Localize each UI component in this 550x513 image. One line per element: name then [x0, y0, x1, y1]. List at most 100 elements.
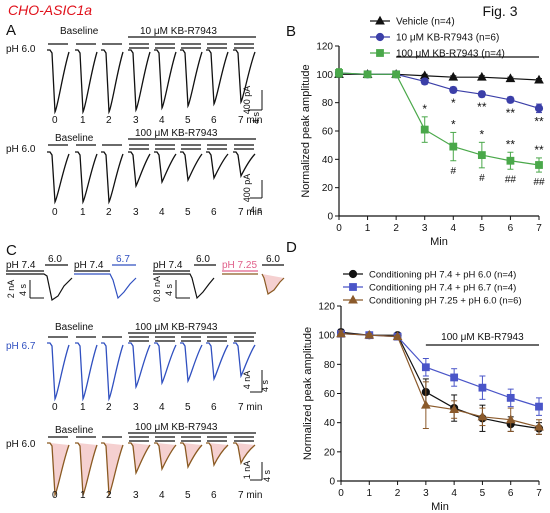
data-point [534, 421, 544, 431]
time-label: 6 [211, 207, 217, 218]
figure-label: Fig. 3 [482, 3, 517, 19]
panel-a-row1-baseline: Baseline [60, 26, 99, 37]
y-tick-label: 20 [322, 183, 334, 194]
data-point [477, 151, 486, 159]
significance-label: * [422, 102, 427, 116]
data-point [449, 404, 459, 414]
data-point [449, 142, 458, 151]
significance-label: * [451, 117, 456, 131]
panel-c-row2-traces [47, 442, 256, 498]
panel-c-row2-scalebar: 1 nA 4 s [242, 461, 272, 482]
current-trace [128, 342, 151, 390]
data-point [421, 363, 430, 372]
panel-c-proto-60-c: 6.0 [266, 254, 280, 265]
current-trace [180, 442, 203, 470]
legend-label: Conditioning pH 7.25 + pH 6.0 (n=6) [369, 296, 522, 307]
panel-c-row1-drug: 100 μM KB-R7943 [135, 322, 218, 333]
time-label: 6 [211, 490, 217, 501]
legend-label: 10 μM KB-R7943 (n=6) [396, 33, 499, 44]
x-tick-label: 0 [338, 488, 344, 499]
current-trace [101, 49, 124, 115]
y-tick-label: 20 [324, 447, 336, 458]
data-point [421, 399, 431, 409]
current-trace [75, 151, 98, 205]
panel-a-row1-scalebar: 400 pA 4 s [242, 86, 263, 125]
trace-shade [47, 443, 69, 495]
x-axis-label: Min [431, 501, 449, 513]
y-tick-label: 40 [324, 418, 336, 429]
data-point [506, 156, 515, 165]
current-trace [75, 342, 98, 402]
current-trace [47, 442, 70, 498]
data-point [348, 269, 358, 279]
trace-shade [154, 443, 176, 469]
time-label: 2 [106, 490, 112, 501]
time-label: 7 min [238, 490, 262, 501]
data-point [534, 104, 544, 113]
y-tick-label: 80 [322, 98, 334, 109]
panel-c-row1-scale-y: 4 nA [242, 371, 252, 390]
current-trace [233, 151, 256, 179]
panel-a-row1-scale-x: 4 s [251, 112, 261, 125]
series-line [340, 331, 540, 430]
significance-label: ** [534, 114, 544, 128]
significance-label: ## [533, 177, 545, 188]
time-label: 0 [52, 490, 58, 501]
data-point [535, 161, 543, 169]
data-point [375, 15, 385, 25]
panel-label-c: C [6, 242, 17, 259]
time-label: 2 [106, 207, 112, 218]
current-trace [206, 442, 229, 468]
y-tick-label: 60 [322, 127, 334, 138]
panel-c-scale1-x: 4 s [18, 284, 28, 297]
panel-c-row1-scalebar: 4 nA 4 s [242, 370, 270, 393]
data-point [420, 77, 429, 86]
x-tick-label: 0 [336, 223, 342, 234]
significance-label: ## [505, 174, 517, 185]
data-point [448, 71, 459, 81]
significance-label: ** [534, 143, 544, 157]
time-label: 2 [106, 115, 112, 126]
panel-c-row1-baseline: Baseline [55, 322, 94, 333]
panel-c-row1-traces [47, 342, 256, 402]
current-trace [101, 342, 124, 402]
data-point [363, 70, 372, 79]
current-trace [101, 151, 124, 205]
panel-a-row2-time-labels: 0 1 2 3 4 5 6 7 min [52, 207, 262, 218]
x-axis-label: Min [430, 236, 448, 248]
current-trace [180, 342, 203, 384]
panel-c-row2-stim-bars [48, 436, 254, 442]
data-point [477, 71, 487, 81]
legend-label: Conditioning pH 7.4 + pH 6.7 (n=4) [369, 283, 516, 294]
panel-a-row2-ph: pH 6.0 [6, 144, 36, 155]
time-label: 4 [159, 115, 165, 126]
legend-label: 100 μM KB-R7943 (n=4) [396, 49, 505, 60]
trace-shade [180, 443, 202, 467]
x-tick-label: 1 [365, 223, 371, 234]
panel-c-scale1-y: 2 nA [6, 280, 16, 299]
time-label: 3 [133, 490, 139, 501]
data-point [478, 383, 487, 392]
panel-c-scalebar-2: 0.8 nA 4 s [152, 276, 190, 302]
panel-a-row1-scale-y: 400 pA [242, 86, 252, 115]
time-label: 5 [185, 207, 191, 218]
time-label: 7 min [238, 207, 262, 218]
current-trace [75, 442, 98, 498]
time-label: 1 [80, 115, 86, 126]
data-point [450, 373, 459, 382]
time-label: 5 [185, 490, 191, 501]
time-label: 5 [185, 402, 191, 413]
data-point [392, 70, 401, 79]
time-label: 5 [185, 115, 191, 126]
panel-label-a: A [6, 22, 16, 39]
y-tick-label: 80 [324, 360, 336, 371]
current-trace [75, 49, 98, 115]
panel-c-proto-67: 6.7 [116, 254, 130, 265]
current-trace [128, 151, 151, 189]
data-point [335, 69, 343, 77]
panel-c-proto-ph74-a: pH 7.4 [6, 260, 36, 271]
time-label: 2 [106, 402, 112, 413]
panel-c-row2-scale-x: 4 s [262, 470, 272, 483]
panel-c-proto-60-a: 6.0 [48, 254, 62, 265]
